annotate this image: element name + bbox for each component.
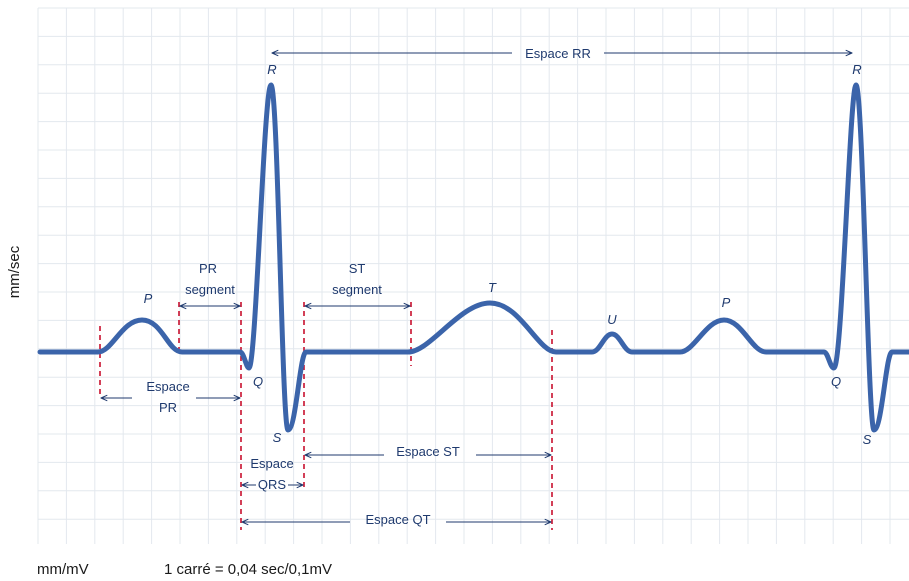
- wave-label-u: U: [607, 312, 617, 327]
- wave-label-r: R: [267, 62, 276, 77]
- wave-label-s-second: S: [863, 432, 872, 447]
- x-axis-unit-label: mm/mV: [37, 561, 89, 578]
- wave-label-q-second: Q: [831, 374, 841, 389]
- y-axis-label: mm/sec: [6, 245, 23, 298]
- ecg-trace: [37, 82, 909, 433]
- ecg-grid: [37, 7, 909, 544]
- interval-markers: [99, 302, 553, 530]
- qrs-interval-label-line1: Espace: [250, 456, 293, 471]
- wave-label-q: Q: [253, 374, 263, 389]
- rr-interval: Espace RR: [272, 46, 852, 61]
- qt-interval: Espace QT: [242, 512, 551, 527]
- qt-interval-label: Espace QT: [365, 512, 430, 527]
- pr-interval-label-line1: Espace: [146, 379, 189, 394]
- pr-interval-label-line2: PR: [159, 400, 177, 415]
- wave-label-t: T: [488, 280, 497, 295]
- st-segment-label-line1: ST: [349, 261, 366, 276]
- st-interval-label: Espace ST: [396, 444, 460, 459]
- scale-note: 1 carré = 0,04 sec/0,1mV: [164, 561, 332, 578]
- qrs-interval: Espace QRS: [242, 456, 303, 492]
- pr-segment: PR segment: [180, 261, 240, 306]
- st-interval: Espace ST: [305, 444, 551, 459]
- wave-label-p-second: P: [722, 295, 731, 310]
- qrs-interval-label-line2: QRS: [258, 477, 287, 492]
- pr-segment-label-line1: PR: [199, 261, 217, 276]
- pr-interval: Espace PR: [101, 379, 240, 415]
- st-segment: ST segment: [305, 261, 410, 306]
- wave-label-s: S: [273, 430, 282, 445]
- rr-interval-label: Espace RR: [525, 46, 591, 61]
- st-segment-label-line2: segment: [332, 282, 382, 297]
- pr-segment-label-line2: segment: [185, 282, 235, 297]
- wave-label-p: P: [144, 291, 153, 306]
- wave-label-r-second: R: [852, 62, 861, 77]
